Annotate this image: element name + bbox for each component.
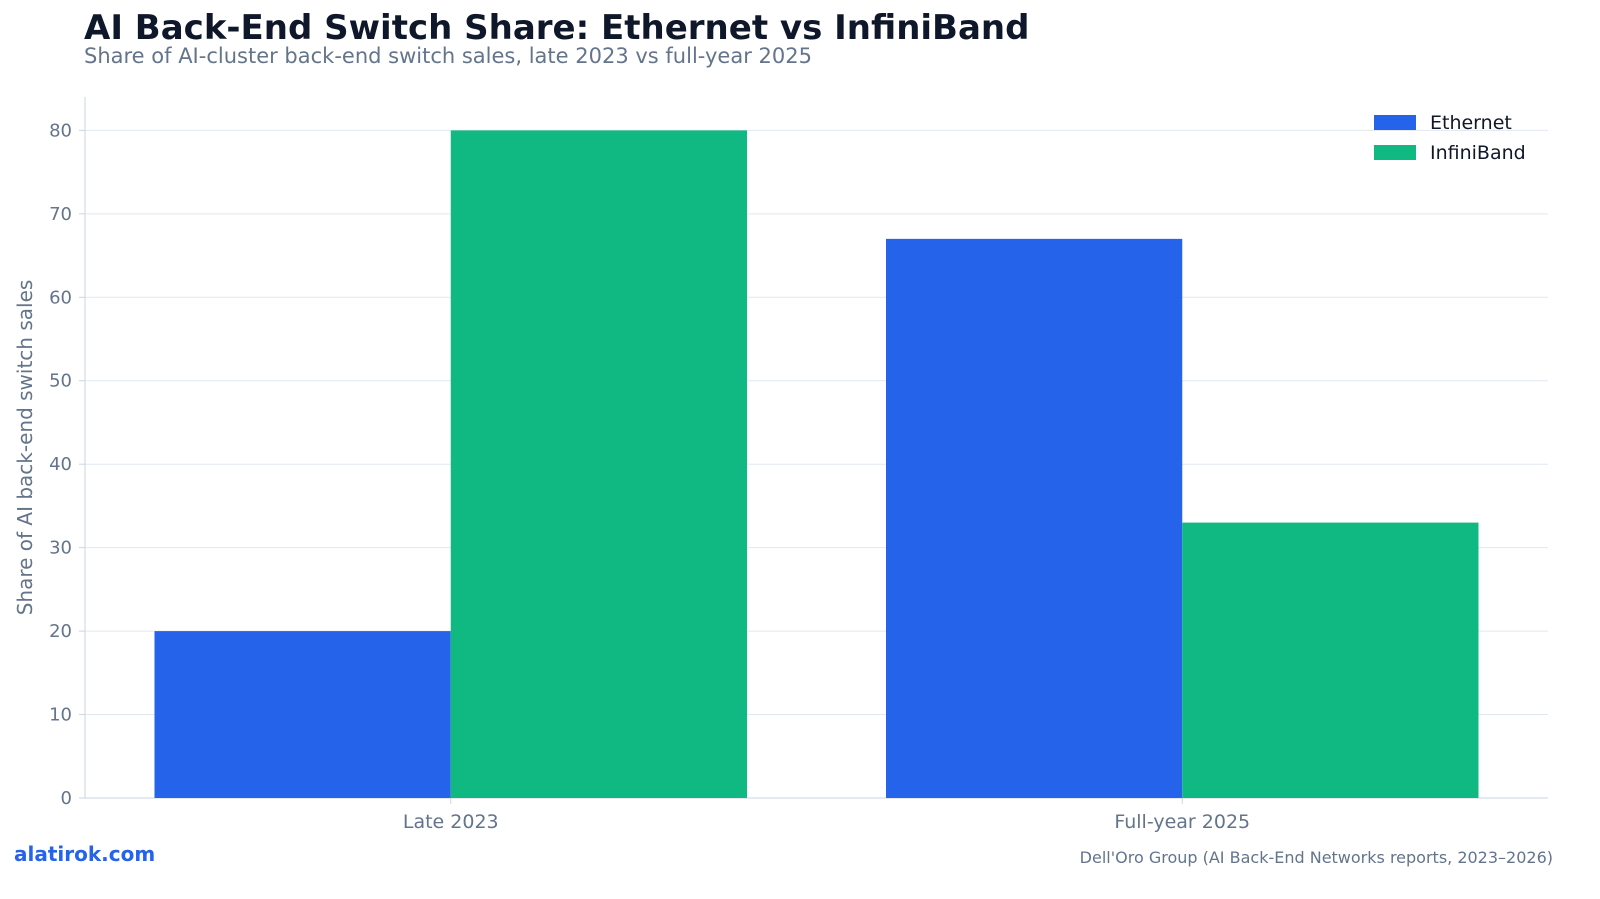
y-tick-label: 30 (49, 538, 72, 559)
y-tick-label: 80 (49, 120, 72, 141)
y-tick-label: 50 (49, 371, 72, 392)
y-tick-label: 60 (49, 287, 72, 308)
bar-infiniband-late-2023 (450, 130, 748, 798)
legend-label-infiniband: InfiniBand (1430, 142, 1526, 164)
brand-link[interactable]: alatirok.com (14, 842, 156, 866)
legend-label-ethernet: Ethernet (1430, 112, 1512, 134)
bar-infiniband-full-year-2025 (1182, 522, 1479, 798)
chart-title: AI Back-End Switch Share: Ethernet vs In… (84, 8, 1030, 48)
bar-ethernet-late-2023 (154, 631, 451, 798)
x-tick-label: Late 2023 (403, 811, 499, 833)
legend-swatch-ethernet (1374, 115, 1416, 130)
x-tick-label: Full-year 2025 (1114, 811, 1250, 833)
chart-subtitle: Share of AI-cluster back-end switch sale… (84, 44, 812, 68)
source-note: Dell'Oro Group (AI Back-End Networks rep… (1079, 848, 1553, 867)
legend-swatch-infiniband (1374, 145, 1416, 160)
y-tick-label: 0 (61, 788, 72, 809)
bar-ethernet-full-year-2025 (885, 238, 1183, 799)
y-tick-label: 10 (49, 705, 72, 726)
y-tick-label: 40 (49, 454, 72, 475)
y-axis-label: Share of AI back-end switch sales (13, 280, 37, 616)
y-tick-label: 70 (49, 204, 72, 225)
y-tick-label: 20 (49, 621, 72, 642)
